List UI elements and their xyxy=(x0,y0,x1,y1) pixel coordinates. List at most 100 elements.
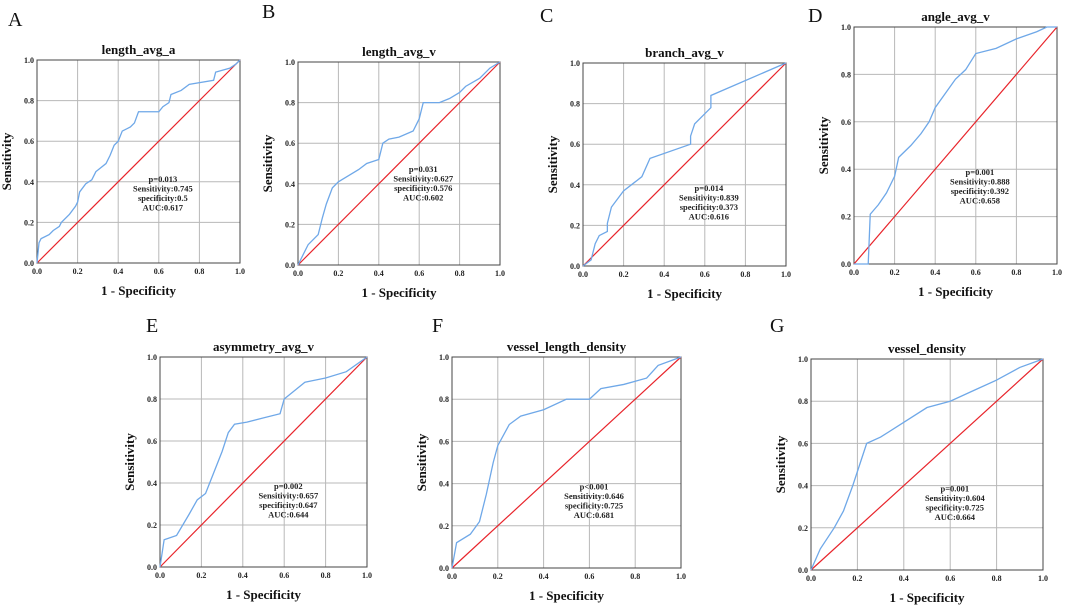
roc-curve xyxy=(159,356,368,568)
reference-diagonal-line xyxy=(853,26,1058,265)
y-axis-label: Sensitivity xyxy=(816,116,831,174)
annotation-line: Sensitivity:0.888 xyxy=(950,177,1010,187)
x-axis-label: 1 - Specificity xyxy=(918,284,994,299)
chart-title: length_avg_a xyxy=(102,42,176,57)
y-tick-label: 1.0 xyxy=(24,56,34,65)
plot-frame xyxy=(159,356,368,568)
x-tick-label: 0.8 xyxy=(194,267,204,276)
y-tick-label: 0.0 xyxy=(798,566,808,575)
x-tick-label: 0.2 xyxy=(73,267,83,276)
y-tick-label: 0.4 xyxy=(24,178,34,187)
x-tick-label: 0.0 xyxy=(293,269,303,278)
y-tick-label: 0.2 xyxy=(798,524,808,533)
panel-letter: C xyxy=(540,5,553,27)
x-tick-label: 0.2 xyxy=(196,571,206,580)
chart-title: angle_avg_v xyxy=(921,9,990,24)
y-tick-label: 0.8 xyxy=(439,395,449,404)
y-tick-label: 1.0 xyxy=(285,58,295,67)
x-tick-label: 0.4 xyxy=(930,268,940,277)
y-tick-label: 0.8 xyxy=(798,397,808,406)
chart-title: vessel_density xyxy=(888,341,967,356)
annotation-line: Sensitivity:0.745 xyxy=(133,183,193,193)
annotation-line: Sensitivity:0.839 xyxy=(679,192,739,202)
annotation-line: specificity:0.647 xyxy=(259,500,318,510)
plot-frame xyxy=(451,356,682,569)
x-tick-label: 0.8 xyxy=(1011,268,1021,277)
x-tick-label: 0.6 xyxy=(279,571,289,580)
x-axis-label: 1 - Specificity xyxy=(647,286,723,301)
x-tick-label: 0.0 xyxy=(806,574,816,583)
annotation-line: AUC:0.644 xyxy=(268,510,309,520)
x-tick-label: 1.0 xyxy=(676,572,686,581)
annotation-line: specificity:0.392 xyxy=(951,186,1009,196)
annotation-line: specificity:0.725 xyxy=(565,501,623,511)
x-axis-label: 1 - Specificity xyxy=(101,283,177,298)
x-tick-label: 0.2 xyxy=(333,269,343,278)
reference-diagonal-line xyxy=(451,356,682,569)
y-tick-label: 0.8 xyxy=(841,70,851,79)
panel-letter: A xyxy=(8,9,23,31)
x-tick-label: 0.0 xyxy=(578,270,588,279)
x-tick-label: 0.0 xyxy=(849,268,859,277)
annotation-line: Sensitivity:0.627 xyxy=(393,173,453,183)
x-tick-label: 0.0 xyxy=(155,571,165,580)
x-axis-label: 1 - Specificity xyxy=(361,285,437,300)
y-axis-label: Sensitivity xyxy=(545,135,560,193)
annotation-line: p=0.001 xyxy=(966,167,995,177)
reference-diagonal-line xyxy=(36,59,241,264)
roc-curve xyxy=(854,26,1057,265)
x-axis-label: 1 - Specificity xyxy=(226,587,302,602)
x-tick-label: 0.4 xyxy=(238,571,248,580)
plot-frame xyxy=(810,358,1044,571)
y-tick-label: 0.4 xyxy=(798,482,808,491)
x-tick-label: 1.0 xyxy=(1038,574,1048,583)
x-tick-label: 1.0 xyxy=(235,267,245,276)
y-tick-label: 0.4 xyxy=(147,479,157,488)
annotation-line: p=0.002 xyxy=(274,481,303,491)
y-tick-label: 0.8 xyxy=(24,97,34,106)
y-tick-label: 0.6 xyxy=(285,139,295,148)
y-tick-label: 0.4 xyxy=(439,480,449,489)
x-tick-label: 1.0 xyxy=(781,270,791,279)
plot-frame xyxy=(297,61,501,266)
y-tick-label: 0.6 xyxy=(798,439,808,448)
y-tick-label: 0.0 xyxy=(24,259,34,268)
annotation-line: AUC:0.602 xyxy=(403,192,443,202)
y-tick-label: 0.2 xyxy=(285,220,295,229)
x-tick-label: 0.4 xyxy=(659,270,669,279)
panel-letter: D xyxy=(808,5,822,27)
roc-curve xyxy=(451,356,682,569)
y-tick-label: 1.0 xyxy=(570,59,580,68)
x-tick-label: 0.4 xyxy=(899,574,909,583)
y-tick-label: 0.2 xyxy=(841,213,851,222)
x-tick-label: 0.8 xyxy=(455,269,465,278)
roc-curve xyxy=(297,61,501,266)
panel-letter: G xyxy=(770,315,784,337)
y-tick-label: 0.0 xyxy=(439,564,449,573)
y-tick-label: 0.0 xyxy=(285,261,295,270)
annotation-line: p<0.001 xyxy=(580,482,609,492)
annotation-line: AUC:0.617 xyxy=(143,202,184,212)
x-tick-label: 0.6 xyxy=(971,268,981,277)
reference-diagonal-line xyxy=(582,62,787,267)
y-axis-label: Sensitivity xyxy=(414,433,429,491)
y-tick-label: 0.0 xyxy=(841,260,851,269)
y-axis-label: Sensitivity xyxy=(122,433,137,491)
chart-title: asymmetry_avg_v xyxy=(213,339,315,354)
x-tick-label: 0.4 xyxy=(374,269,384,278)
y-tick-label: 0.0 xyxy=(147,563,157,572)
chart-title: length_avg_v xyxy=(362,44,436,59)
x-tick-label: 0.0 xyxy=(447,572,457,581)
annotation-line: p=0.031 xyxy=(409,164,438,174)
panel-letter: B xyxy=(262,1,275,23)
y-tick-label: 0.2 xyxy=(24,218,34,227)
x-tick-label: 0.0 xyxy=(32,267,42,276)
y-tick-label: 0.8 xyxy=(147,395,157,404)
annotation-line: AUC:0.616 xyxy=(689,211,729,221)
